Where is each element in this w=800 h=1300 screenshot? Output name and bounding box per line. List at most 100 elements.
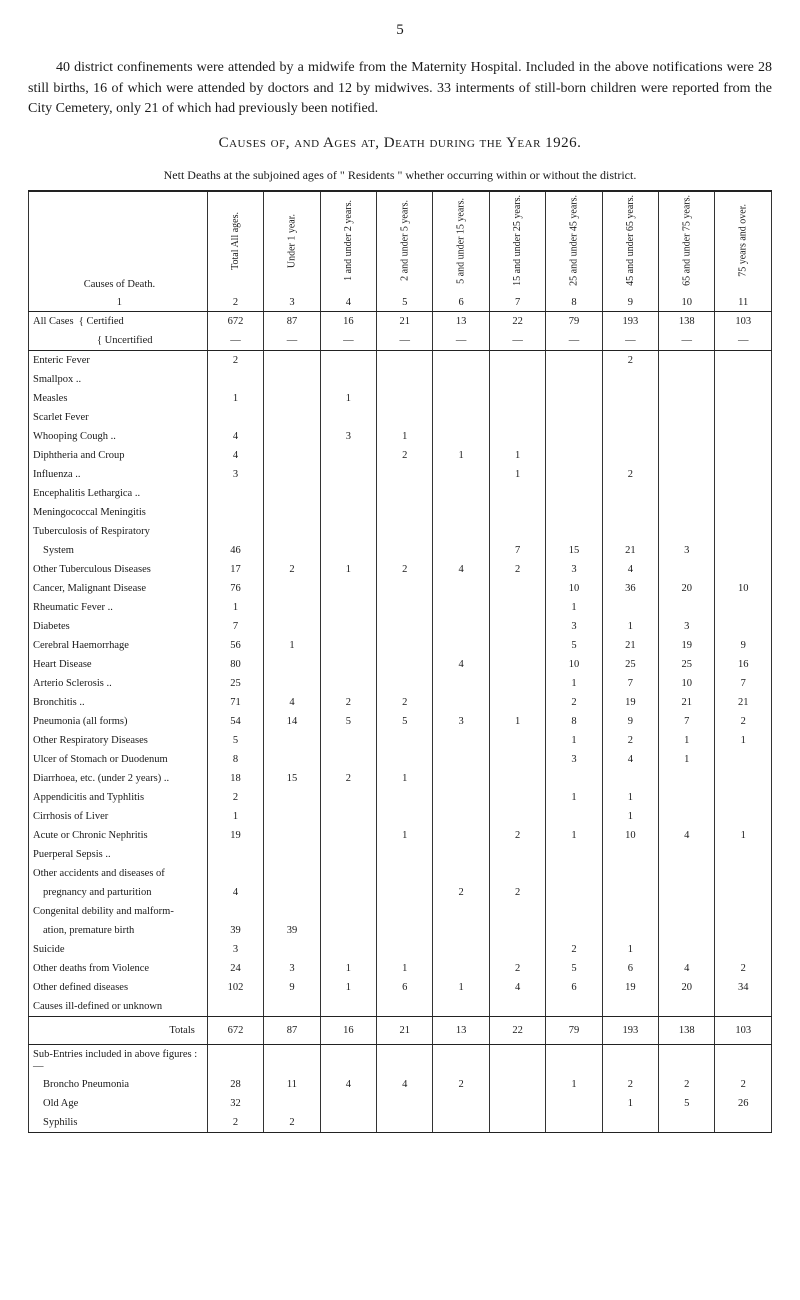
cell: 16 xyxy=(715,655,772,674)
cell xyxy=(320,788,376,807)
cell: 76 xyxy=(207,579,263,598)
cell xyxy=(320,940,376,959)
table-row: Smallpox .. xyxy=(29,370,772,389)
cell xyxy=(264,541,320,560)
cell xyxy=(546,921,602,940)
cell: 20 xyxy=(659,579,715,598)
cause-label: Meningococcal Meningitis xyxy=(29,503,208,522)
cell: 1 xyxy=(659,750,715,769)
cause-label: Encephalitis Lethargica .. xyxy=(29,484,208,503)
col-num-0: 1 xyxy=(29,294,208,312)
totals-cell: 193 xyxy=(602,1017,658,1045)
cell: 26 xyxy=(715,1094,772,1113)
cell xyxy=(546,807,602,826)
cell: 7 xyxy=(715,674,772,693)
cell xyxy=(433,750,489,769)
cell xyxy=(489,693,545,712)
cell: 2 xyxy=(489,959,545,978)
cell xyxy=(546,427,602,446)
cell xyxy=(489,636,545,655)
cell xyxy=(489,408,545,427)
cell: 2 xyxy=(546,940,602,959)
cell xyxy=(433,636,489,655)
table-row: Meningococcal Meningitis xyxy=(29,503,772,522)
cell: — xyxy=(489,331,545,351)
cell: 2 xyxy=(264,1113,320,1133)
cell: 2 xyxy=(715,959,772,978)
cell xyxy=(264,940,320,959)
cell xyxy=(433,921,489,940)
cell: 5 xyxy=(659,1094,715,1113)
cell: — xyxy=(207,331,263,351)
cell xyxy=(320,655,376,674)
cell xyxy=(659,845,715,864)
totals-cell: 21 xyxy=(377,1017,433,1045)
table-row: Other Respiratory Diseases51211 xyxy=(29,731,772,750)
cell xyxy=(377,370,433,389)
cell: 1 xyxy=(207,389,263,408)
cell xyxy=(377,1113,433,1133)
cell xyxy=(546,845,602,864)
cell xyxy=(659,560,715,579)
table-row: Other accidents and diseases of xyxy=(29,864,772,883)
cell xyxy=(489,902,545,921)
cell xyxy=(320,579,376,598)
table-row: Congenital debility and malform- xyxy=(29,902,772,921)
table-row: Arterio Sclerosis ..2517107 xyxy=(29,674,772,693)
cell xyxy=(320,351,376,371)
cell: 3 xyxy=(546,617,602,636)
cell: 1 xyxy=(602,788,658,807)
cell xyxy=(715,902,772,921)
table-row: Other Tuberculous Diseases172124234 xyxy=(29,560,772,579)
cell xyxy=(715,1113,772,1133)
all-cases-certified: All Cases { Certified xyxy=(29,312,208,332)
table-row: Rheumatic Fever ..11 xyxy=(29,598,772,617)
totals-cell: 16 xyxy=(320,1017,376,1045)
cell: 21 xyxy=(602,541,658,560)
col-num-8: 9 xyxy=(602,294,658,312)
cell xyxy=(377,845,433,864)
section-title: Causes of, and Ages at, Death during the… xyxy=(28,133,772,153)
cell xyxy=(489,655,545,674)
cell: 1 xyxy=(320,959,376,978)
cell xyxy=(546,351,602,371)
cell xyxy=(715,788,772,807)
cell xyxy=(715,427,772,446)
cell: 2 xyxy=(602,351,658,371)
cell: 3 xyxy=(320,427,376,446)
cell xyxy=(320,1094,376,1113)
cell xyxy=(433,940,489,959)
cell xyxy=(489,769,545,788)
cell xyxy=(433,617,489,636)
cell: 5 xyxy=(320,712,376,731)
cell: 1 xyxy=(546,731,602,750)
totals-cell: 103 xyxy=(715,1017,772,1045)
cause-label: Syphilis xyxy=(29,1113,208,1133)
cell xyxy=(207,503,263,522)
cell: 2 xyxy=(207,1113,263,1133)
cell: 14 xyxy=(264,712,320,731)
cause-label: Congenital debility and malform- xyxy=(29,902,208,921)
cell: 1 xyxy=(433,978,489,997)
col-header-1: Total All ages. xyxy=(207,191,263,294)
cell xyxy=(264,522,320,541)
cell xyxy=(659,446,715,465)
cell xyxy=(377,902,433,921)
page-number: 5 xyxy=(28,20,772,40)
cell: 1 xyxy=(546,1075,602,1094)
cell: 4 xyxy=(433,655,489,674)
cell: 3 xyxy=(433,712,489,731)
cell: 2 xyxy=(264,560,320,579)
cell xyxy=(546,1113,602,1133)
col-header-9: 65 and under 75 years. xyxy=(659,191,715,294)
cause-label: Other Respiratory Diseases xyxy=(29,731,208,750)
totals-cell: 138 xyxy=(659,1017,715,1045)
cell xyxy=(489,674,545,693)
cell: 3 xyxy=(207,465,263,484)
cell xyxy=(377,940,433,959)
cell: — xyxy=(602,331,658,351)
cause-label: Whooping Cough .. xyxy=(29,427,208,446)
cell: 3 xyxy=(264,959,320,978)
cell xyxy=(489,845,545,864)
table-caption: Nett Deaths at the subjoined ages of " R… xyxy=(28,167,772,183)
